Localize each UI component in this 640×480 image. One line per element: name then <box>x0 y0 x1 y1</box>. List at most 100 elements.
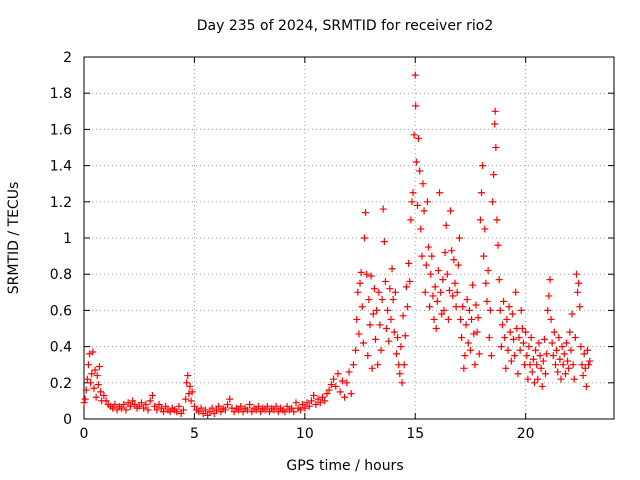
data-point <box>493 216 501 224</box>
data-point <box>536 352 544 360</box>
data-point <box>427 270 435 278</box>
data-point <box>341 393 349 401</box>
data-point <box>515 334 523 342</box>
data-point <box>412 102 420 110</box>
data-point <box>88 370 96 378</box>
data-point <box>497 343 505 351</box>
data-point <box>160 408 167 416</box>
data-point <box>473 328 481 336</box>
data-point <box>372 335 379 343</box>
data-point <box>539 357 547 365</box>
data-point <box>443 270 451 278</box>
data-point <box>454 261 462 269</box>
data-point <box>416 167 424 175</box>
data-point <box>179 406 187 414</box>
data-point <box>365 296 373 304</box>
data-point <box>516 346 524 354</box>
data-point <box>485 334 493 342</box>
data-point <box>386 285 394 293</box>
data-point <box>257 408 265 416</box>
data-point <box>433 297 441 305</box>
data-point <box>532 346 540 354</box>
data-point <box>94 381 102 389</box>
data-point <box>434 267 442 275</box>
data-point <box>402 283 410 291</box>
data-point <box>109 404 117 412</box>
data-point <box>327 381 335 389</box>
data-point <box>453 288 461 296</box>
data-point <box>261 406 269 414</box>
y-tick-label: 0.4 <box>50 340 72 356</box>
data-point <box>387 315 395 323</box>
y-tick-label: 0 <box>63 412 72 428</box>
data-point <box>383 325 391 332</box>
data-point <box>501 334 509 342</box>
data-point <box>226 395 234 403</box>
ticks: 0 5 10 15 20 0 0.2 0.4 0.6 0.8 1 1.2 1.4 1.6 1.8 2 <box>50 50 614 442</box>
data-point <box>504 346 512 354</box>
data-point <box>288 404 296 412</box>
data-point <box>466 346 474 354</box>
data-point <box>391 288 399 296</box>
data-point <box>89 348 97 356</box>
data-point <box>83 375 91 383</box>
data-point <box>409 189 417 197</box>
data-point <box>173 408 181 416</box>
data-point <box>182 395 190 403</box>
data-point <box>84 361 92 369</box>
y-tick-label: 1 <box>63 231 72 247</box>
data-point <box>547 315 555 323</box>
data-point <box>92 393 100 401</box>
y-tick-label: 1.8 <box>50 86 72 102</box>
data-point <box>542 370 550 378</box>
data-point <box>408 198 416 206</box>
data-point <box>450 256 458 264</box>
data-point <box>505 303 513 311</box>
data-point <box>436 189 444 197</box>
data-point <box>303 399 311 407</box>
data-point <box>148 391 156 399</box>
data-point <box>543 350 551 358</box>
data-point <box>494 241 502 249</box>
data-point <box>582 382 590 390</box>
data-point <box>555 334 563 342</box>
data-point <box>144 406 152 414</box>
data-point <box>531 379 538 387</box>
data-point <box>296 406 304 414</box>
data-point <box>204 411 212 419</box>
data-point <box>374 361 382 369</box>
data-point <box>549 352 557 360</box>
data-point <box>429 292 437 300</box>
x-tick-label: 10 <box>296 426 314 442</box>
data-point <box>419 180 427 188</box>
chart-title: Day 235 of 2024, SRMTID for receiver rio… <box>197 18 494 34</box>
data-point <box>281 408 289 416</box>
data-point <box>508 310 516 318</box>
data-point <box>343 379 351 387</box>
data-point <box>199 410 207 418</box>
data-point <box>357 268 365 276</box>
data-point <box>479 162 487 170</box>
data-point <box>312 401 320 409</box>
data-point <box>537 364 545 372</box>
data-point <box>263 402 271 410</box>
y-tick-label: 2 <box>63 50 72 66</box>
data-point <box>208 404 216 412</box>
data-point <box>422 261 430 269</box>
data-point <box>411 71 419 79</box>
data-point <box>406 277 414 285</box>
data-point <box>90 384 98 392</box>
data-point <box>430 315 438 323</box>
data-point <box>511 352 519 360</box>
data-point <box>444 315 452 323</box>
data-point <box>585 361 593 369</box>
data-point <box>474 314 482 322</box>
data-point <box>487 352 495 360</box>
data-point <box>558 343 566 351</box>
data-point <box>95 363 103 371</box>
data-point <box>491 120 499 128</box>
data-point <box>396 370 404 378</box>
y-tick-label: 0.8 <box>50 267 72 283</box>
data-point <box>347 390 355 398</box>
data-point <box>426 303 434 311</box>
